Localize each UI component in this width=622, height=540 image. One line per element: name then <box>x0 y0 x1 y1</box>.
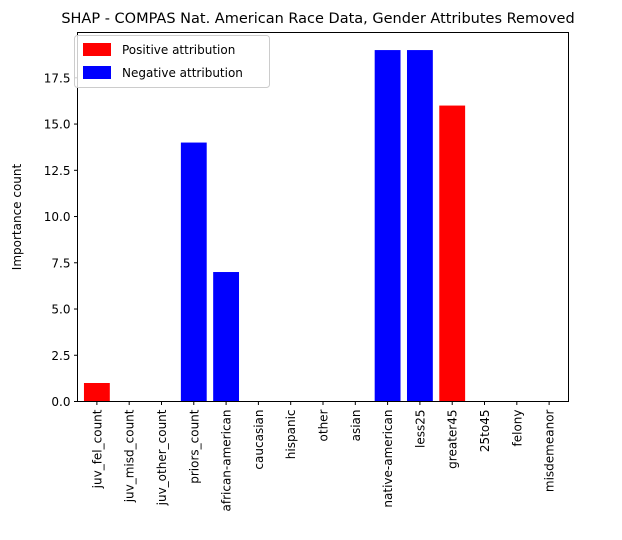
plot-frame <box>77 32 569 402</box>
x-tick-label: greater45 <box>446 410 460 469</box>
x-tick-label: 25to45 <box>478 410 492 453</box>
legend-swatch-positive <box>83 43 111 56</box>
y-tick-label: 2.5 <box>51 349 70 363</box>
y-axis-ticks: 0.0 2.5 5.0 7.5 10.0 12.5 15.0 17.5 <box>44 71 78 409</box>
x-tick-label: less25 <box>413 410 427 449</box>
y-tick-label: 17.5 <box>44 71 71 85</box>
x-tick-label: juv_misd_count <box>123 409 137 503</box>
legend-swatch-negative <box>83 66 111 79</box>
legend-label-negative: Negative attribution <box>122 66 243 80</box>
bar-african-american <box>213 272 240 402</box>
legend-box <box>74 35 270 88</box>
y-tick-label: 7.5 <box>51 256 70 270</box>
bar-priors_count <box>180 142 207 402</box>
y-tick-label: 12.5 <box>44 164 71 178</box>
x-tick-label: priors_count <box>187 409 201 484</box>
legend: Positive attribution Negative attributio… <box>74 35 270 88</box>
x-tick-label: felony <box>510 410 524 447</box>
y-tick-label: 15.0 <box>44 118 71 132</box>
x-tick-label: african-american <box>220 410 234 512</box>
x-tick-label: native-american <box>381 410 395 508</box>
bar-less25 <box>406 50 433 402</box>
x-tick-label: misdemeanor <box>543 409 557 492</box>
bar-juv_fel_count <box>83 383 110 402</box>
x-axis-ticks: juv_fel_count juv_misd_count juv_other_cou… <box>90 401 557 512</box>
x-tick-label: juv_other_count <box>155 409 169 506</box>
y-tick-label: 5.0 <box>51 303 70 317</box>
x-tick-label: asian <box>349 410 363 442</box>
x-tick-label: hispanic <box>284 410 298 460</box>
x-tick-label: caucasian <box>252 410 266 470</box>
y-tick-label: 0.0 <box>51 395 70 409</box>
chart-title: SHAP - COMPAS Nat. American Race Data, G… <box>61 11 574 27</box>
bar-greater45 <box>439 105 466 402</box>
x-tick-label: other <box>317 409 331 441</box>
bar-native-american <box>374 50 401 402</box>
x-tick-label: juv_fel_count <box>90 409 104 489</box>
y-axis-label: Importance count <box>10 163 24 270</box>
legend-label-positive: Positive attribution <box>122 43 235 57</box>
y-tick-label: 10.0 <box>44 210 71 224</box>
bars-group <box>83 50 466 402</box>
